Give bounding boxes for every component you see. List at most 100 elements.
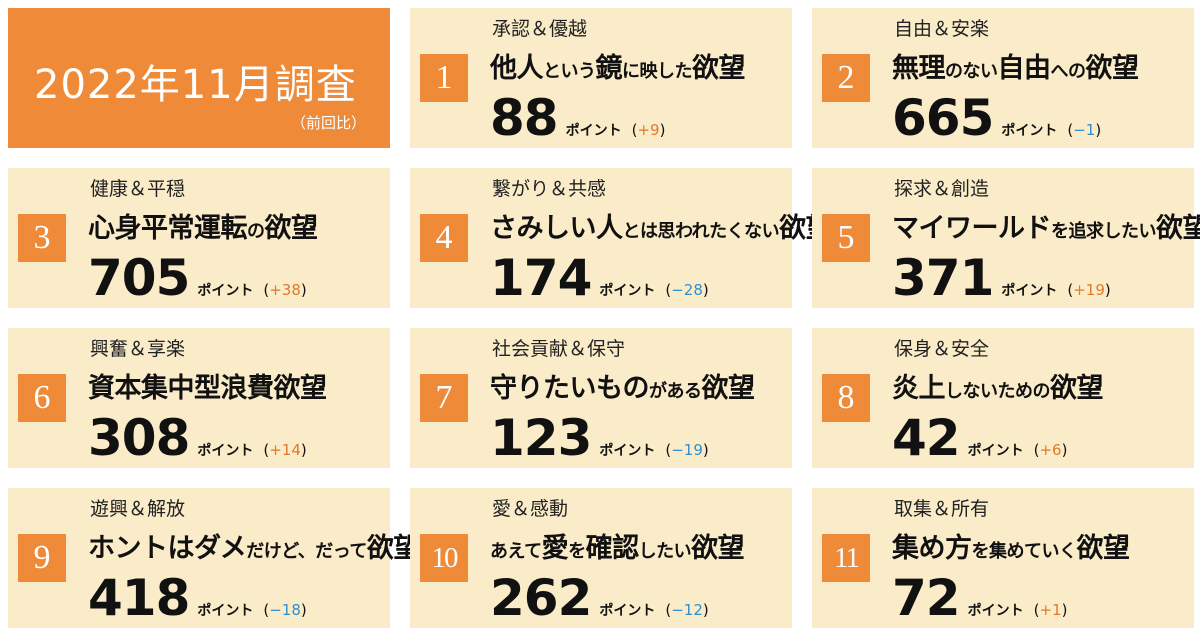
title-segment: 欲望: [692, 53, 746, 84]
desire-card-11: 11 取集＆所有 集め方を集めていく欲望 72 ポイント (+1): [812, 488, 1194, 628]
title-segment: 欲望: [691, 533, 745, 564]
desire-title: ホントはダメだけど、だって欲望: [88, 526, 420, 565]
desire-title: さみしい人とは思われたくない欲望: [490, 206, 833, 245]
title-segment: という: [543, 61, 596, 82]
rank-badge: 1: [420, 54, 468, 102]
score-row: 371 ポイント (+19): [892, 250, 1111, 306]
delta-value: −18: [269, 601, 301, 619]
score-delta: (−18): [263, 601, 307, 619]
delta-value: −19: [671, 441, 703, 459]
delta-value: −1: [1073, 121, 1096, 139]
desire-title: 他人という鏡に映した欲望: [490, 46, 746, 85]
desire-title: あえて愛を確認したい欲望: [490, 526, 745, 565]
title-segment: したい: [638, 541, 692, 562]
title-segment: 他人: [490, 53, 544, 84]
score-unit: ポイント: [1001, 123, 1058, 139]
title-segment: 欲望: [264, 213, 319, 244]
rank-badge: 5: [822, 214, 870, 262]
title-segment: 炎上: [892, 373, 946, 404]
desire-title: マイワールドを追求したい欲望: [892, 206, 1200, 245]
title-segment: 鏡: [595, 53, 623, 84]
title-segment: 欲望: [1156, 213, 1200, 244]
delta-value: +19: [1073, 281, 1105, 299]
score-delta: (+38): [263, 281, 307, 299]
score-delta: (+14): [263, 441, 307, 459]
score-value: 174: [490, 249, 592, 307]
score-unit: ポイント: [967, 443, 1024, 459]
category-label: 興奮＆享楽: [90, 338, 186, 360]
title-segment: 資本集中型浪費欲望: [88, 373, 327, 404]
category-label: 愛＆感動: [492, 498, 569, 520]
title-segment: あえて: [490, 541, 542, 562]
score-value: 308: [88, 409, 190, 467]
title-segment: マイワールド: [892, 213, 1052, 244]
desire-card-2: 2 自由＆安楽 無理のない自由への欲望 665 ポイント (−1): [812, 8, 1194, 148]
score-row: 123 ポイント (−19): [490, 410, 709, 466]
title-segment: 集め方: [892, 533, 972, 564]
title-segment: 欲望: [1085, 53, 1140, 84]
desire-card-6: 6 興奮＆享楽 資本集中型浪費欲望 308 ポイント (+14): [8, 328, 390, 468]
desire-title: 心身平常運転の欲望: [88, 206, 318, 245]
delta-value: +14: [269, 441, 301, 459]
category-label: 繋がり＆共感: [492, 178, 607, 200]
title-segment: 守りたいもの: [490, 373, 650, 404]
score-unit: ポイント: [599, 283, 656, 299]
delta-value: −28: [671, 281, 703, 299]
score-delta: (−19): [665, 441, 709, 459]
title-segment: に映した: [622, 61, 693, 82]
title-segment: 欲望: [701, 373, 756, 404]
desire-title: 資本集中型浪費欲望: [88, 366, 327, 405]
title-segment: だけど、だって: [246, 541, 367, 562]
score-unit: ポイント: [197, 283, 254, 299]
delta-value: +9: [637, 121, 660, 139]
score-value: 262: [490, 569, 592, 627]
title-segment: を集めていく: [971, 541, 1078, 562]
delta-value: +1: [1039, 601, 1062, 619]
score-value: 123: [490, 409, 592, 467]
title-segment: ホントはダメ: [88, 533, 247, 564]
score-value: 371: [892, 249, 994, 307]
score-value: 72: [892, 569, 961, 627]
score-row: 72 ポイント (+1): [892, 570, 1067, 626]
score-delta: (−1): [1067, 121, 1102, 139]
delta-value: +6: [1039, 441, 1062, 459]
title-segment: 無理: [892, 53, 946, 84]
score-delta: (+9): [631, 121, 666, 139]
category-label: 社会貢献＆保守: [492, 338, 626, 360]
title-segment: 自由: [997, 53, 1052, 84]
score-delta: (+19): [1067, 281, 1111, 299]
title-segment: 欲望: [1076, 533, 1131, 564]
score-value: 705: [88, 249, 190, 307]
survey-grid: 2022年11月調査 （前回比） 1 承認＆優越 他人という鏡に映した欲望 88 ポイン…: [8, 8, 1200, 628]
score-delta: (+6): [1033, 441, 1068, 459]
title-segment: 確認: [585, 533, 640, 564]
rank-badge: 4: [420, 214, 468, 262]
category-label: 探求＆創造: [894, 178, 990, 200]
category-label: 自由＆安楽: [894, 18, 990, 40]
survey-title: 2022年11月調査: [34, 62, 357, 108]
score-delta: (+1): [1033, 601, 1068, 619]
rank-badge: 9: [18, 534, 66, 582]
score-row: 308 ポイント (+14): [88, 410, 307, 466]
score-row: 665 ポイント (−1): [892, 90, 1101, 146]
title-segment: しないための: [945, 381, 1051, 402]
desire-title: 無理のない自由への欲望: [892, 46, 1139, 85]
category-label: 保身＆安全: [894, 338, 990, 360]
score-unit: ポイント: [1001, 283, 1058, 299]
desire-title: 守りたいものがある欲望: [490, 366, 755, 405]
category-label: 遊興＆解放: [90, 498, 186, 520]
desire-title: 炎上しないための欲望: [892, 366, 1104, 405]
title-segment: 愛: [541, 533, 569, 564]
title-segment: への: [1050, 61, 1087, 82]
score-unit: ポイント: [565, 123, 622, 139]
rank-badge: 8: [822, 374, 870, 422]
score-row: 88 ポイント (+9): [490, 90, 665, 146]
delta-value: −12: [671, 601, 703, 619]
title-segment: 心身平常運転: [88, 213, 248, 244]
score-row: 42 ポイント (+6): [892, 410, 1067, 466]
title-segment: 欲望: [1050, 373, 1104, 404]
score-unit: ポイント: [967, 603, 1024, 619]
score-delta: (−28): [665, 281, 709, 299]
desire-card-7: 7 社会貢献＆保守 守りたいものがある欲望 123 ポイント (−19): [410, 328, 792, 468]
score-value: 42: [892, 409, 961, 467]
